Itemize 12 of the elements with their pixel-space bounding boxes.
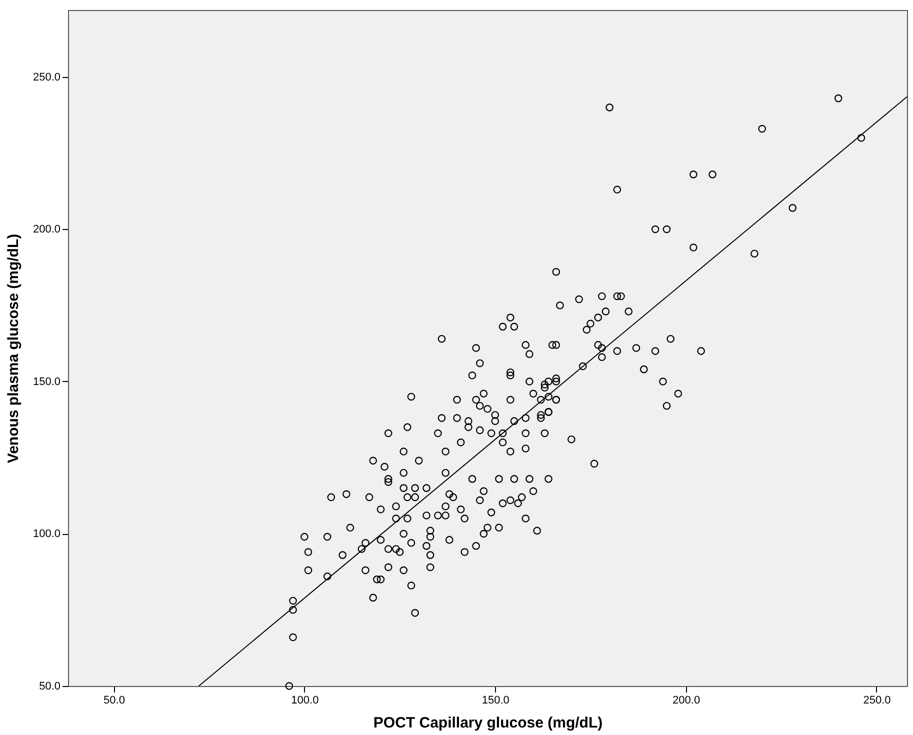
x-tick-label: 150.0: [482, 694, 510, 706]
x-axis-title: POCT Capillary glucose (mg/dL): [373, 714, 603, 732]
x-tick-label: 50.0: [104, 694, 125, 706]
y-axis-title: Venous plasma glucose (mg/dL): [4, 234, 22, 464]
y-tick-label: 100.0: [32, 528, 60, 540]
x-tick-label: 200.0: [672, 694, 700, 706]
x-tick-label: 100.0: [291, 694, 319, 706]
y-tick-label: 50.0: [39, 680, 60, 692]
y-tick-label: 250.0: [32, 71, 60, 84]
y-tick-label: 200.0: [32, 224, 60, 236]
x-tick-label: 250.0: [863, 694, 891, 706]
y-tick-label: 150.0: [32, 376, 60, 388]
